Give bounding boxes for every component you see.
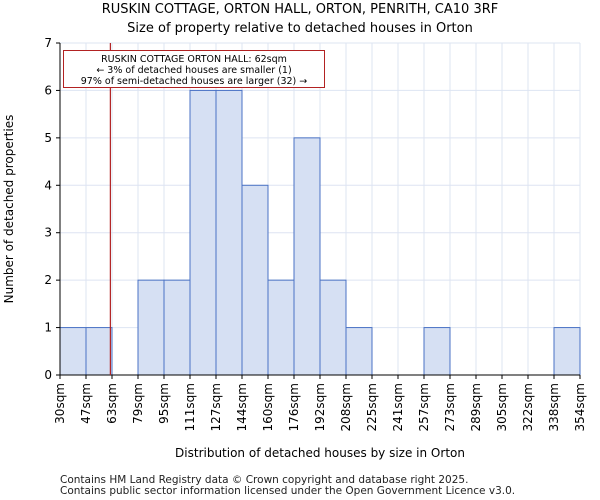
histogram-bar — [267, 279, 295, 376]
histogram-bar — [553, 327, 581, 376]
x-tick-label: 192sqm — [313, 383, 327, 431]
histogram-bar — [163, 279, 191, 376]
x-tick-label: 322sqm — [521, 383, 535, 431]
y-tick-label: 6 — [44, 83, 52, 97]
histogram-bar — [423, 327, 451, 376]
property-annotation-box: RUSKIN COTTAGE ORTON HALL: 62sqm ← 3% of… — [63, 50, 325, 88]
x-tick-label: 144sqm — [235, 383, 249, 431]
x-tick-label: 289sqm — [469, 383, 483, 431]
x-tick-label: 30sqm — [53, 383, 67, 424]
annotation-larger-text: 97% of semi-detached houses are larger (… — [80, 76, 308, 87]
y-tick-label: 2 — [44, 273, 52, 287]
x-tick-label: 47sqm — [79, 383, 93, 424]
y-tick-label: 5 — [44, 131, 52, 145]
histogram-bar — [345, 327, 373, 376]
chart-subtitle: Size of property relative to detached ho… — [127, 21, 473, 36]
x-axis-label: Distribution of detached houses by size … — [175, 446, 465, 460]
y-tick-label: 4 — [44, 178, 52, 192]
footer-licence: Contains public sector information licen… — [60, 485, 516, 497]
y-tick-label: 3 — [44, 226, 52, 240]
x-tick-label: 208sqm — [339, 383, 353, 431]
x-tick-label: 63sqm — [105, 383, 119, 424]
x-tick-label: 257sqm — [417, 383, 431, 431]
histogram-bar — [137, 279, 165, 376]
x-tick-label: 79sqm — [131, 383, 145, 424]
histogram-bar — [215, 89, 243, 376]
y-tick-label: 0 — [44, 368, 52, 382]
histogram-bar — [241, 184, 269, 376]
x-tick-label: 305sqm — [495, 383, 509, 431]
y-tick-label: 7 — [44, 36, 52, 50]
annotation-smaller-text: ← 3% of detached houses are smaller (1) — [96, 65, 292, 76]
histogram-bar — [59, 327, 87, 376]
histogram-bar — [85, 327, 113, 376]
x-tick-label: 160sqm — [261, 383, 275, 431]
annotation-property-label: RUSKIN COTTAGE ORTON HALL: 62sqm — [101, 54, 287, 65]
histogram-bar — [189, 89, 217, 376]
chart-title: RUSKIN COTTAGE, ORTON HALL, ORTON, PENRI… — [101, 2, 499, 17]
histogram-bar — [293, 137, 321, 376]
x-tick-label: 111sqm — [183, 383, 197, 431]
x-tick-label: 241sqm — [391, 383, 405, 431]
x-tick-label: 95sqm — [157, 383, 171, 424]
histogram-bar — [319, 279, 347, 376]
y-tick-label: 1 — [44, 321, 52, 335]
x-tick-label: 176sqm — [287, 383, 301, 431]
footer-copyright: Contains HM Land Registry data © Crown c… — [60, 474, 469, 486]
x-tick-label: 225sqm — [365, 383, 379, 431]
x-tick-label: 354sqm — [573, 383, 587, 431]
x-tick-label: 338sqm — [547, 383, 561, 431]
x-tick-label: 127sqm — [209, 383, 223, 431]
x-tick-label: 273sqm — [443, 383, 457, 431]
y-axis-label: Number of detached properties — [2, 115, 16, 304]
